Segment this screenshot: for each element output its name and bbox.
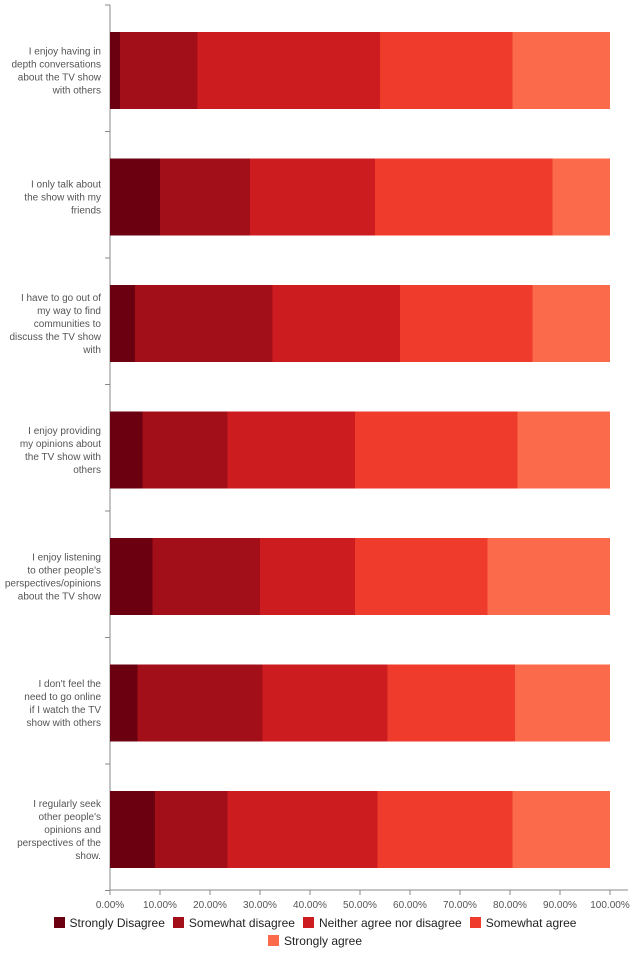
bar-segment [272, 285, 400, 362]
bar-segment [387, 664, 515, 742]
category-label: I only talk about the show with my friends [24, 180, 101, 217]
bar-segment [377, 791, 513, 868]
bar-segment [160, 158, 250, 236]
legend-item: Somewhat disagree [172, 914, 295, 932]
bar-segment [142, 411, 228, 489]
bar-segment [355, 538, 488, 615]
x-tick-label: 10.00% [143, 900, 177, 911]
bar-segment [262, 664, 388, 742]
legend-swatch [172, 917, 184, 928]
x-tick-label: 60.00% [393, 900, 427, 911]
legend-swatch [53, 917, 65, 928]
bar-segment [110, 411, 143, 489]
bar-segment [515, 664, 610, 742]
x-tick-label: 70.00% [443, 900, 477, 911]
bar-segment [512, 32, 610, 109]
legend-item: Strongly Disagree [53, 914, 165, 932]
bar-segment [375, 158, 553, 236]
legend-label: Neither agree nor disagree [318, 916, 462, 930]
legend-item: Somewhat agree [469, 914, 577, 932]
x-tick-label: 0.00% [96, 900, 124, 911]
legend-item: Strongly agree [267, 932, 363, 950]
category-label: I regularly seek other people's opinions a… [17, 799, 102, 862]
x-tick-label: 20.00% [193, 900, 227, 911]
bar-segment [250, 158, 375, 236]
legend-label: Strongly Disagree [69, 916, 165, 930]
bar-segment [135, 285, 273, 362]
category-label: I don't feel the need to go online if I wa… [24, 679, 101, 729]
bar-segment [110, 158, 160, 236]
legend-swatch [302, 917, 314, 928]
x-tick-label: 30.00% [243, 900, 277, 911]
bar-segment [110, 285, 135, 362]
bar-segment [512, 791, 610, 868]
x-tick-label: 80.00% [493, 900, 527, 911]
legend-label: Strongly agree [283, 934, 363, 948]
bar-segment [380, 32, 513, 109]
bar-segment [227, 411, 355, 489]
bar-segment [532, 285, 610, 362]
legend-label: Somewhat disagree [188, 916, 295, 930]
bar-segment [260, 538, 355, 615]
x-tick-label: 50.00% [343, 900, 377, 911]
bar-segment [487, 538, 610, 615]
legend-swatch [267, 935, 279, 946]
bar-segment [155, 791, 228, 868]
x-tick-label: 40.00% [293, 900, 327, 911]
bar-segment [152, 538, 260, 615]
x-tick-label: 90.00% [543, 900, 577, 911]
bar-segment [110, 664, 138, 742]
bar-segment [197, 32, 380, 109]
x-tick-label: 100.00% [590, 900, 630, 911]
bar-segment [137, 664, 263, 742]
bar-segment [552, 158, 610, 236]
category-label: I enjoy listening to other people's perspe… [5, 553, 102, 603]
bar-segment [110, 791, 155, 868]
legend-swatch [469, 917, 481, 928]
bar-segment [120, 32, 198, 109]
legend-label: Somewhat agree [485, 916, 577, 930]
bar-segment [110, 538, 153, 615]
category-label: I have to go out of my way to find communi… [9, 293, 101, 356]
category-label: I enjoy providing my opinions about the TV… [20, 426, 101, 476]
legend: Strongly Disagree Somewhat disagree Neithe… [0, 914, 630, 950]
bar-segment [110, 32, 120, 109]
bar-segment [517, 411, 610, 489]
bar-segment [227, 791, 378, 868]
legend-item: Neither agree nor disagree [302, 914, 462, 932]
bar-segment [400, 285, 533, 362]
bar-segment [355, 411, 518, 489]
stacked-bar-chart: 0.00% 10.00% 20.00% 30.00% 40.00% 50.00% 60.00… [5, 4, 630, 911]
category-label: I enjoy having in depth conversations abou… [11, 47, 101, 97]
